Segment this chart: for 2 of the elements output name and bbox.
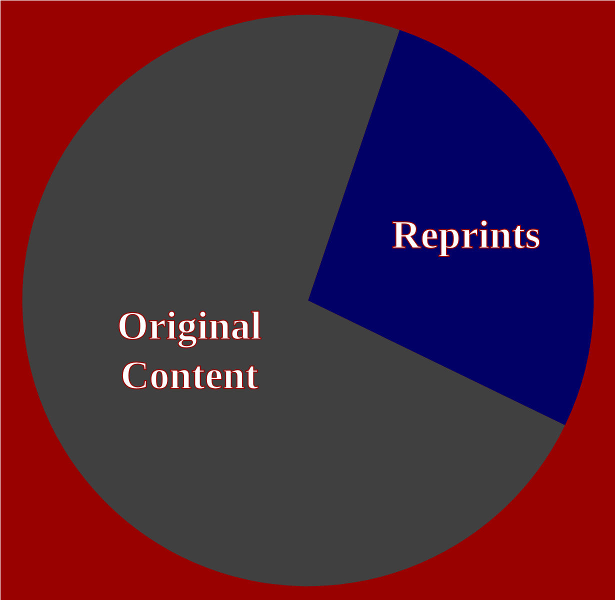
slice-label: Original Content — [117, 302, 262, 398]
slice-label: Reprints — [392, 212, 541, 257]
